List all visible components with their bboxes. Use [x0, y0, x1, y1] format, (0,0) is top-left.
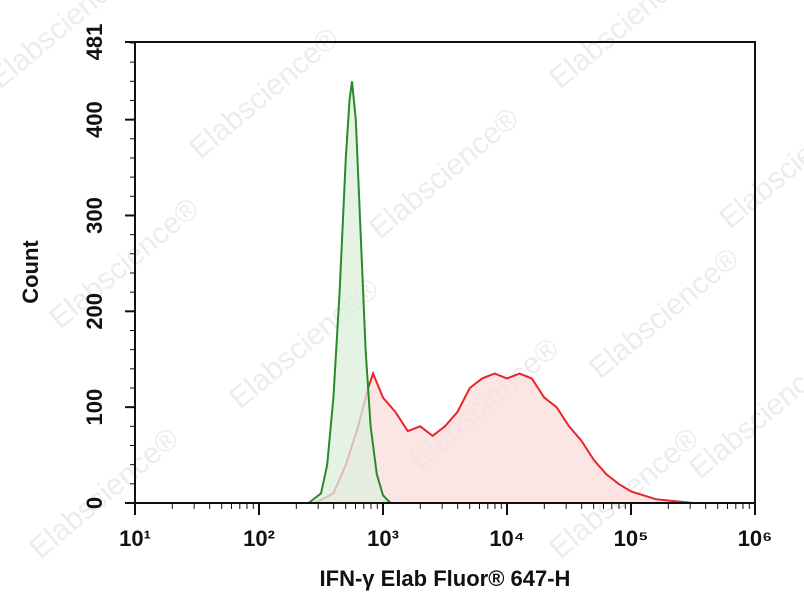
- watermark: Elabscience®: [0, 0, 145, 95]
- x-axis-label: IFN-γ Elab Fluor® 647-H: [320, 566, 571, 591]
- histogram-area: [314, 370, 694, 504]
- watermark: Elabscience®: [183, 22, 345, 165]
- watermark: Elabscience®: [713, 92, 804, 235]
- y-tick-label: 300: [82, 197, 107, 234]
- x-tick-label: 10³: [367, 526, 399, 551]
- y-tick-label: 100: [82, 389, 107, 426]
- watermark: Elabscience®: [363, 102, 525, 245]
- watermark: Elabscience®: [583, 242, 745, 385]
- watermark: Elabscience®: [23, 422, 185, 565]
- x-tick-label: 10⁴: [489, 526, 524, 551]
- y-axis-label: Count: [18, 240, 43, 304]
- watermark: Elabscience®: [683, 342, 804, 485]
- x-tick-label: 10¹: [119, 526, 151, 551]
- y-tick-label: 481: [82, 24, 107, 61]
- x-tick-label: 10⁵: [614, 526, 649, 551]
- x-tick-label: 10²: [243, 526, 275, 551]
- plot: [307, 81, 694, 504]
- watermark: Elabscience®: [543, 0, 705, 95]
- y-tick-label: 0: [82, 497, 107, 509]
- y-tick-label: 200: [82, 293, 107, 330]
- x-tick-label: 10⁶: [738, 526, 773, 551]
- y-tick-label: 400: [82, 101, 107, 138]
- histogram-area: [307, 81, 392, 504]
- watermark: Elabscience®: [43, 192, 205, 335]
